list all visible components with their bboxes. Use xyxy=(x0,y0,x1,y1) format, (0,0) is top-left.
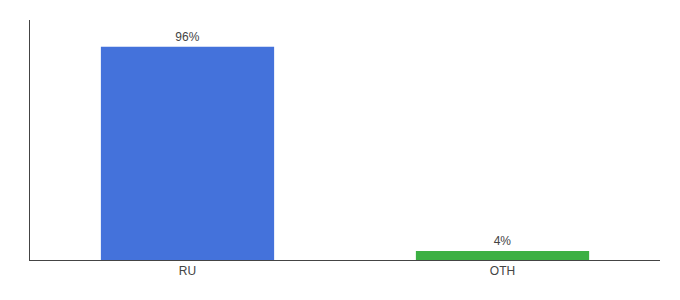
svg-text:96%: 96% xyxy=(175,30,199,44)
svg-text:RU: RU xyxy=(179,264,196,278)
svg-text:4%: 4% xyxy=(494,234,512,248)
svg-text:OTH: OTH xyxy=(490,264,515,278)
